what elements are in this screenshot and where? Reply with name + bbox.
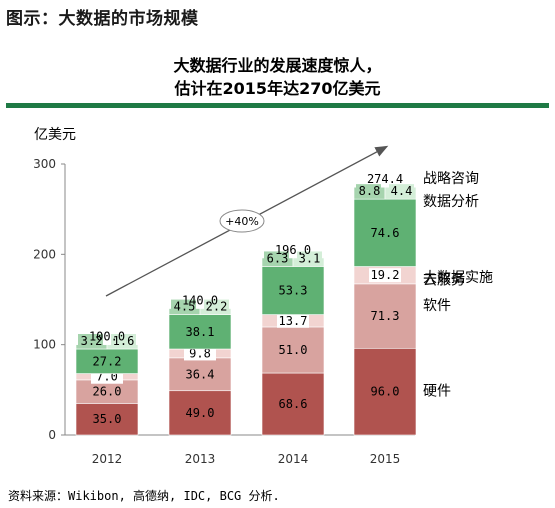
- value-label: 3.2: [81, 334, 103, 348]
- value-label: 38.1: [186, 325, 215, 339]
- legend-label-3: 云服务: [423, 272, 465, 288]
- value-label-box: [297, 251, 322, 265]
- value-label: 13.7: [279, 314, 308, 328]
- growth-badge: [219, 209, 265, 233]
- legend-label-5: 数据分析: [423, 194, 479, 210]
- bar-total-label: 100.0: [89, 330, 125, 344]
- value-label: 68.6: [279, 397, 308, 411]
- value-label-box: [184, 346, 216, 361]
- value-label: 9.8: [189, 346, 211, 360]
- value-label-box: [389, 184, 414, 198]
- value-label: 74.6: [371, 226, 400, 240]
- value-label: 36.4: [186, 367, 215, 381]
- chart-title-line-2: 估计在2015年达270亿美元: [174, 79, 381, 98]
- bar-segment-1: [75, 403, 139, 436]
- value-label: 71.3: [371, 309, 400, 323]
- value-label-box: [277, 313, 309, 328]
- x-category-label: 2015: [370, 452, 401, 466]
- bar-total-label: 274.4: [367, 172, 403, 186]
- value-label: 27.2: [93, 354, 122, 368]
- y-tick-label: 0: [48, 428, 56, 442]
- value-label: 51.0: [279, 343, 308, 357]
- legend-label-4: 大数据实施: [423, 270, 493, 286]
- bar-segment-4: [353, 198, 417, 267]
- value-label: 53.3: [279, 284, 308, 298]
- value-label: 26.0: [93, 385, 122, 399]
- bar-segment-4: [75, 348, 139, 374]
- value-label-box: [356, 184, 381, 198]
- value-label: 49.0: [186, 406, 215, 420]
- bar-segment-1: [261, 372, 325, 436]
- value-label-box: [78, 334, 103, 348]
- y-tick-label: 200: [33, 247, 56, 261]
- value-label-box: [111, 334, 136, 348]
- value-label-box: [204, 299, 229, 313]
- x-category-label: 2013: [185, 452, 216, 466]
- value-label: 35.0: [93, 412, 122, 426]
- value-label: 3.1: [299, 251, 321, 265]
- bar-segment-4: [261, 266, 325, 315]
- value-label: 2.2: [206, 300, 228, 314]
- value-label: 19.2: [371, 268, 400, 282]
- value-label-box: [369, 268, 401, 283]
- legend-label-6: 战略咨询: [423, 171, 479, 187]
- legend-label-2: 软件: [423, 298, 451, 314]
- bar-segment-4: [168, 314, 232, 350]
- value-label: 8.8: [359, 184, 381, 198]
- chart-title-line-1: 大数据行业的发展速度惊人，: [173, 56, 382, 75]
- bar-segment-2: [261, 326, 325, 374]
- source-note: 资料来源：Wikibon, 高德纳, IDC, BCG 分析.: [8, 489, 280, 503]
- value-label: 4.4: [391, 184, 413, 198]
- value-label-box: [171, 299, 196, 313]
- value-label: 4.5: [174, 300, 196, 314]
- y-tick-label: 100: [33, 338, 56, 352]
- value-label: 1.6: [113, 334, 135, 348]
- bar-total-label: 196.0: [275, 243, 311, 257]
- x-category-label: 2014: [278, 452, 309, 466]
- value-label: 6.3: [267, 251, 289, 265]
- title-rule: [6, 103, 549, 108]
- y-tick-label: 300: [33, 157, 56, 171]
- bar-segment-2: [353, 283, 417, 349]
- page-heading: 图示：大数据的市场规模: [6, 9, 199, 29]
- value-label: 96.0: [371, 385, 400, 399]
- legend-label-1: 硬件: [423, 384, 451, 400]
- value-label-box: [264, 251, 289, 265]
- x-category-label: 2012: [92, 452, 123, 466]
- growth-badge-label: +40%: [225, 215, 259, 228]
- y-axis-unit-label: 亿美元: [34, 127, 76, 143]
- bar-segment-1: [168, 390, 232, 436]
- bar-segment-2: [168, 357, 232, 392]
- bar-total-label: 140.0: [182, 294, 218, 308]
